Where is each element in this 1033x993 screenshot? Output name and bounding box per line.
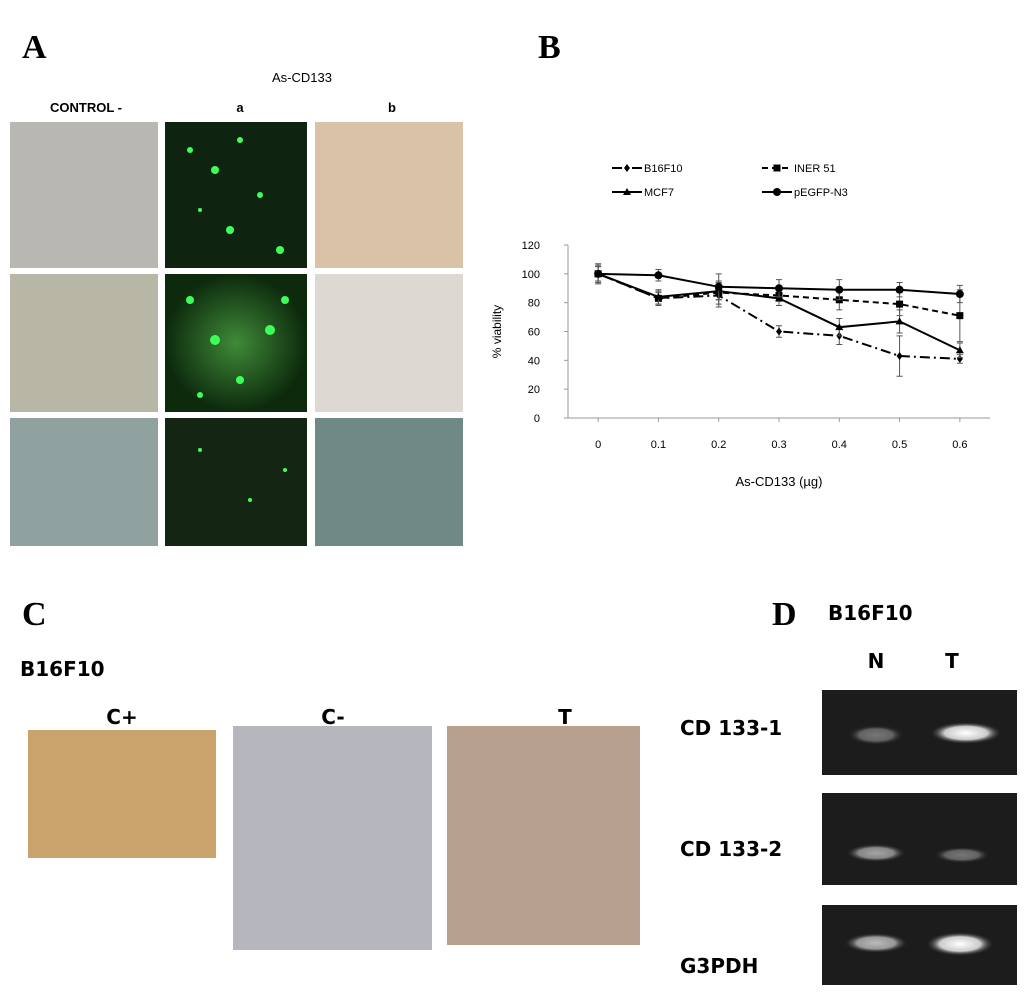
data-point bbox=[956, 312, 964, 320]
micrograph-grid bbox=[10, 122, 463, 546]
legend-marker bbox=[624, 164, 630, 172]
data-point bbox=[895, 317, 904, 325]
y-tick-label: 0 bbox=[534, 413, 540, 425]
data-point bbox=[654, 271, 663, 280]
gene-label: CD 133-1 bbox=[680, 716, 782, 740]
gel-images bbox=[822, 690, 1017, 985]
column-header: T bbox=[558, 705, 572, 729]
panel-label: C bbox=[22, 596, 47, 633]
x-tick-label: 0.5 bbox=[892, 439, 907, 451]
data-point bbox=[714, 282, 723, 291]
column-header: C- bbox=[321, 705, 344, 729]
legend-label: B16F10 bbox=[644, 163, 683, 175]
panel-label: D bbox=[772, 596, 797, 633]
column-header: CONTROL - bbox=[50, 100, 122, 115]
legend-marker bbox=[773, 188, 781, 196]
y-axis-title: % viability bbox=[490, 305, 504, 358]
legend-marker bbox=[623, 188, 631, 195]
y-tick-label: 120 bbox=[522, 240, 540, 252]
legend-marker bbox=[773, 164, 781, 172]
panel-label: A bbox=[22, 29, 47, 66]
y-tick-label: 80 bbox=[528, 298, 540, 310]
data-point bbox=[956, 354, 963, 363]
x-axis-title: As-CD133 (µg) bbox=[736, 474, 823, 489]
cell-line: B16F10 bbox=[828, 601, 913, 625]
lane-label: N bbox=[868, 649, 885, 673]
data-point bbox=[835, 323, 844, 331]
y-tick-label: 40 bbox=[528, 355, 540, 367]
data-point bbox=[835, 285, 844, 294]
data-point bbox=[594, 269, 603, 278]
x-tick-label: 0.1 bbox=[651, 439, 666, 451]
data-point bbox=[955, 290, 964, 299]
x-tick-label: 0 bbox=[595, 439, 601, 451]
cell-line: B16F10 bbox=[20, 657, 105, 681]
x-tick-label: 0.2 bbox=[711, 439, 726, 451]
panel-label: B bbox=[538, 29, 561, 66]
y-tick-label: 100 bbox=[522, 269, 540, 281]
legend-label: pEGFP-N3 bbox=[794, 187, 848, 199]
data-point bbox=[775, 294, 783, 302]
x-tick-label: 0.6 bbox=[952, 439, 967, 451]
group-title: As-CD133 bbox=[272, 70, 332, 85]
legend-label: INER 51 bbox=[794, 163, 836, 175]
y-tick-label: 20 bbox=[528, 384, 540, 396]
data-point bbox=[896, 352, 903, 361]
x-tick-label: 0.3 bbox=[771, 439, 786, 451]
data-point bbox=[775, 284, 783, 293]
data-point bbox=[896, 300, 904, 308]
column-header: b bbox=[388, 100, 396, 115]
line-chart: 0 20 40 60 80 100 120 0 0.1 0.2 0.3 0.4 0.5 0.6 As-CD1… bbox=[490, 163, 990, 489]
data-point bbox=[776, 327, 782, 336]
data-point bbox=[955, 346, 964, 354]
data-point bbox=[895, 285, 904, 294]
data-point bbox=[654, 292, 663, 300]
lane-label: T bbox=[945, 649, 959, 673]
column-header: C+ bbox=[106, 705, 137, 729]
y-tick-label: 60 bbox=[528, 327, 540, 339]
column-header: a bbox=[236, 100, 244, 115]
legend-label: MCF7 bbox=[644, 187, 674, 199]
gene-label: CD 133-2 bbox=[680, 837, 782, 861]
stain-images bbox=[28, 726, 640, 950]
gene-label: G3PDH bbox=[680, 954, 758, 978]
x-tick-label: 0.4 bbox=[832, 439, 847, 451]
